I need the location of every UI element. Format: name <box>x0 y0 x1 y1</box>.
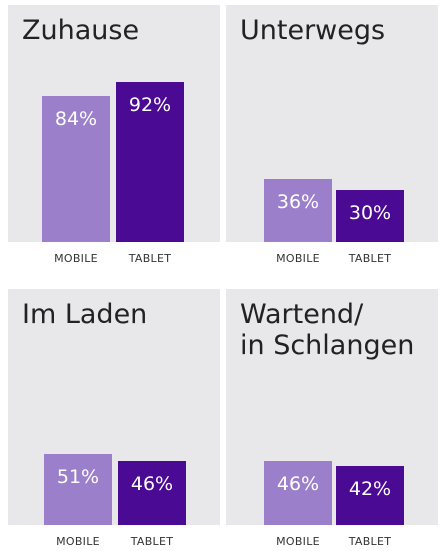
category-label: TABLET <box>348 252 392 265</box>
category-label: MOBILE <box>276 535 320 548</box>
category-label: TABLET <box>348 535 392 548</box>
chart-title: Im Laden <box>22 299 148 330</box>
chart-title-line: in Schlangen <box>240 330 415 361</box>
chart-title: Zuhause <box>22 15 140 46</box>
chart-panel-unterwegs: Unterwegs 36% 30% <box>226 5 438 242</box>
bar-tablet: 30% <box>336 190 404 242</box>
category-label: TABLET <box>130 535 174 548</box>
chart-panel-zuhause: Zuhause 84% 92% <box>8 5 220 242</box>
data-label: 92% <box>128 94 172 116</box>
data-label: 42% <box>348 478 392 500</box>
chart-title: Unterwegs <box>240 15 386 46</box>
category-label: MOBILE <box>54 252 98 265</box>
bar-mobile: 36% <box>264 179 332 242</box>
data-label: 51% <box>56 466 100 488</box>
bar-tablet: 42% <box>336 466 404 525</box>
data-label: 84% <box>54 108 98 130</box>
category-label: MOBILE <box>56 535 100 548</box>
data-label: 30% <box>348 202 392 224</box>
data-label: 36% <box>276 191 320 213</box>
chart-panel-wartend: Wartend/ in Schlangen 46% 42% <box>226 289 438 525</box>
bar-tablet: 46% <box>118 461 186 525</box>
bar-mobile: 51% <box>44 454 112 525</box>
category-label: MOBILE <box>276 252 320 265</box>
chart-title-line: Wartend/ <box>240 299 364 330</box>
data-label: 46% <box>130 473 174 495</box>
chart-panel-im-laden: Im Laden 51% 46% <box>8 289 220 525</box>
bar-mobile: 46% <box>264 461 332 525</box>
data-label: 46% <box>276 473 320 495</box>
category-label: TABLET <box>128 252 172 265</box>
bar-mobile: 84% <box>42 96 110 242</box>
chart-title: Wartend/ in Schlangen <box>240 299 414 361</box>
bar-tablet: 92% <box>116 82 184 242</box>
